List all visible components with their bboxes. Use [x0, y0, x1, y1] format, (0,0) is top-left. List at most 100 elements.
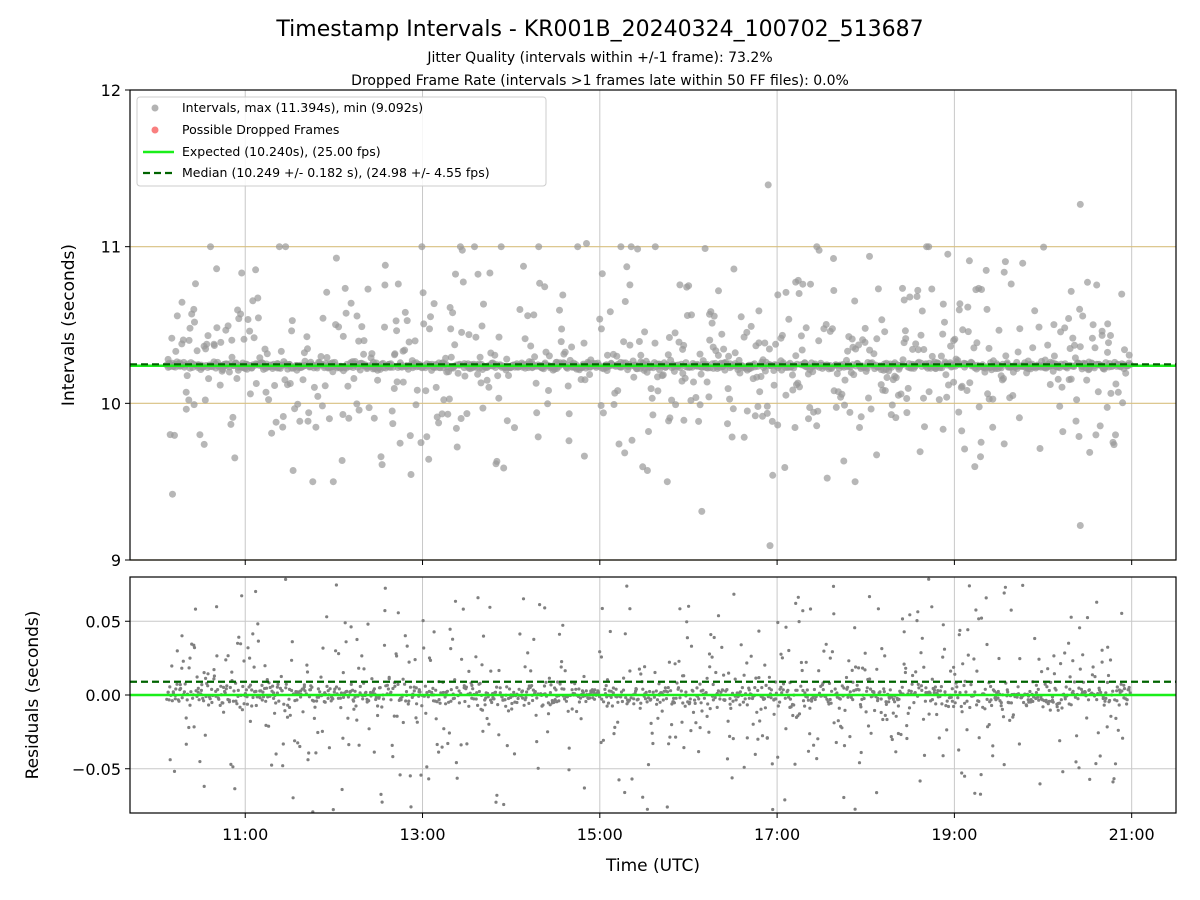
- interval-point: [312, 423, 320, 431]
- interval-point: [830, 255, 837, 262]
- residual-point: [353, 689, 357, 693]
- interval-point: [736, 369, 744, 377]
- interval-point: [314, 392, 322, 400]
- residual-point: [678, 696, 682, 700]
- residual-point: [623, 790, 627, 795]
- interval-point: [1067, 375, 1075, 383]
- residual-point: [230, 670, 234, 674]
- interval-point: [1071, 341, 1078, 349]
- residual-point: [290, 640, 294, 644]
- residual-point: [492, 697, 496, 701]
- intervals-y-tick-label: 11: [101, 238, 121, 257]
- interval-point: [521, 335, 529, 343]
- residual-point: [670, 723, 674, 727]
- interval-point: [1107, 389, 1115, 397]
- residual-point: [638, 706, 642, 710]
- residual-point: [755, 710, 759, 714]
- residual-point: [846, 685, 850, 689]
- residual-point: [700, 709, 704, 713]
- interval-point: [272, 418, 280, 426]
- interval-point: [799, 280, 807, 288]
- residual-point: [1063, 697, 1067, 701]
- residual-point: [769, 696, 773, 700]
- residual-point: [968, 705, 972, 710]
- residual-point: [435, 742, 439, 747]
- residual-point: [722, 673, 726, 677]
- residual-point: [288, 713, 292, 717]
- residual-point: [828, 656, 832, 660]
- residual-point: [391, 755, 395, 759]
- residual-point: [275, 685, 279, 689]
- residual-point: [1106, 673, 1111, 678]
- residual-point: [1060, 706, 1064, 710]
- residual-point: [378, 686, 382, 690]
- interval-point: [192, 280, 199, 288]
- residual-point: [604, 684, 608, 688]
- residual-point: [425, 765, 429, 769]
- interval-point: [956, 300, 964, 308]
- residual-point: [481, 729, 485, 733]
- residual-point: [704, 691, 708, 695]
- residual-point: [337, 687, 341, 691]
- residual-point: [941, 623, 945, 627]
- residual-point: [887, 700, 891, 704]
- residual-point: [853, 807, 857, 811]
- residual-point: [199, 688, 203, 693]
- residual-point: [745, 661, 749, 665]
- residual-point: [198, 760, 202, 764]
- residual-point: [726, 719, 730, 723]
- residual-point: [783, 696, 787, 700]
- residual-point: [763, 706, 768, 710]
- residual-point: [749, 654, 753, 658]
- interval-point: [740, 433, 748, 441]
- interval-point: [841, 401, 848, 409]
- residual-point: [817, 669, 821, 673]
- interval-point: [902, 335, 910, 343]
- residual-point: [919, 684, 924, 688]
- residual-point: [628, 607, 632, 611]
- residual-point: [739, 643, 743, 647]
- residual-point: [188, 656, 192, 660]
- residual-point: [741, 700, 746, 704]
- residual-point: [854, 665, 858, 669]
- residual-point: [383, 586, 387, 590]
- interval-point: [1088, 334, 1096, 342]
- residual-point: [208, 697, 212, 701]
- residual-point: [261, 690, 265, 694]
- interval-point: [458, 246, 466, 254]
- interval-point: [186, 324, 194, 332]
- interval-point: [225, 368, 233, 376]
- residual-point: [1098, 754, 1102, 758]
- residual-point: [284, 682, 288, 686]
- residual-point: [667, 742, 671, 746]
- residual-point: [797, 712, 802, 716]
- interval-point: [668, 396, 676, 404]
- residual-point: [1041, 705, 1045, 709]
- residual-point: [1104, 691, 1108, 695]
- interval-point: [1105, 339, 1112, 347]
- residual-point: [896, 704, 901, 708]
- residual-point: [424, 711, 428, 715]
- residual-point: [554, 688, 558, 692]
- residual-point: [956, 696, 960, 700]
- interval-point: [909, 345, 917, 353]
- interval-point: [446, 304, 454, 311]
- interval-point: [393, 378, 401, 386]
- residual-point: [1114, 716, 1118, 721]
- interval-point: [795, 290, 803, 297]
- interval-point: [731, 349, 739, 357]
- interval-point: [621, 449, 629, 457]
- interval-point: [1069, 334, 1077, 342]
- interval-point: [461, 372, 469, 380]
- interval-point: [747, 322, 755, 330]
- residual-point: [434, 717, 438, 721]
- residual-point: [566, 709, 570, 713]
- residual-point: [952, 704, 956, 709]
- residual-point: [828, 697, 832, 702]
- residual-point: [861, 666, 865, 670]
- interval-point: [964, 303, 972, 311]
- interval-point: [798, 346, 806, 354]
- residual-point: [778, 700, 782, 704]
- residual-point: [1115, 689, 1119, 693]
- residual-point: [203, 733, 207, 737]
